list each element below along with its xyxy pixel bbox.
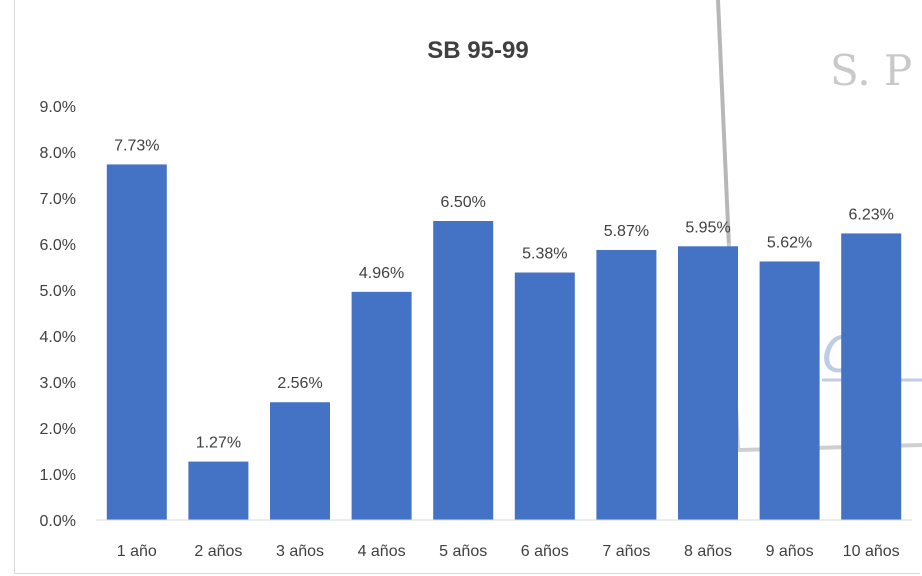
x-tick-label: 7 años: [602, 543, 650, 560]
y-tick-label: 6.0%: [40, 237, 76, 254]
bar: [596, 249, 657, 521]
x-axis: 1 año 2 años 3 años 4 años 5 años 6 años 7 año…: [117, 543, 900, 560]
bar: [270, 402, 330, 520]
x-tick-label: 5 años: [439, 543, 487, 560]
bar: [351, 291, 412, 520]
chart-frame: [14, 0, 920, 574]
bar: [188, 461, 249, 520]
data-label: 5.87%: [604, 223, 649, 240]
x-tick-label: 3 años: [276, 543, 324, 560]
y-tick-label: 2.0%: [40, 421, 76, 438]
x-tick-label: 8 años: [684, 543, 732, 560]
bar: [841, 233, 902, 521]
bar: [433, 221, 494, 520]
y-tick-label: 9.0%: [40, 99, 76, 116]
y-tick-label: 7.0%: [40, 191, 76, 208]
x-tick-label: 1 año: [117, 543, 157, 560]
data-label: 6.23%: [849, 206, 894, 223]
bar: [106, 164, 167, 521]
data-label: 7.73%: [114, 137, 159, 154]
bars: [106, 164, 902, 521]
y-tick-label: 0.0%: [40, 513, 76, 530]
data-label: 4.96%: [359, 265, 404, 282]
x-tick-label: 2 años: [194, 543, 242, 560]
data-label: 2.56%: [277, 375, 322, 392]
x-tick-label: 4 años: [358, 543, 406, 560]
data-label: 5.38%: [522, 246, 567, 263]
bar: [678, 246, 738, 521]
x-tick-label: 10 años: [843, 543, 900, 560]
data-label: 1.27%: [196, 435, 241, 452]
bar: [759, 261, 820, 520]
x-tick-label: 6 años: [521, 543, 569, 560]
y-tick-label: 5.0%: [40, 283, 76, 300]
y-tick-label: 1.0%: [40, 467, 76, 484]
x-tick-label: 9 años: [766, 543, 814, 560]
data-label: 6.50%: [441, 194, 486, 211]
data-labels: 7.73% 1.27% 2.56% 4.96% 6.50% 5.38% 5.87% 5.95%…: [114, 137, 894, 451]
data-label: 5.62%: [767, 234, 812, 251]
y-axis: 0.0% 1.0% 2.0% 3.0% 4.0% 5.0% 6.0% 7.0% 8.0% 9.0%: [40, 99, 76, 530]
y-tick-label: 4.0%: [40, 329, 76, 346]
data-label: 5.95%: [685, 219, 730, 236]
y-tick-label: 3.0%: [40, 375, 76, 392]
chart-title: SB 95-99: [427, 37, 528, 64]
y-tick-label: 8.0%: [40, 145, 76, 162]
stamp-text-top: S. P: [830, 46, 912, 95]
bar: [514, 272, 575, 520]
